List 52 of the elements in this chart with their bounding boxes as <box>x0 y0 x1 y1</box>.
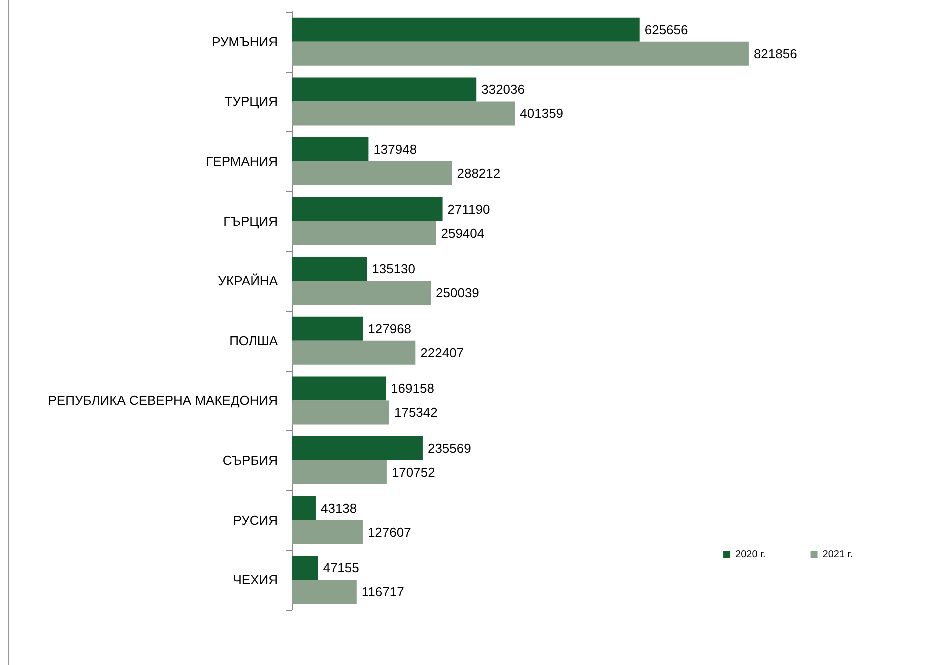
y-tick-label: ГЕРМАНИЯ <box>206 154 278 169</box>
bar <box>292 376 386 401</box>
bar <box>292 42 749 66</box>
bar <box>292 221 436 246</box>
bar <box>292 281 432 306</box>
bar <box>292 78 477 102</box>
data-label: 259404 <box>441 226 485 241</box>
data-label: 271190 <box>448 202 490 217</box>
y-tick-label: РУСИЯ <box>233 512 278 528</box>
bar <box>292 18 640 42</box>
data-label: 332036 <box>482 82 526 98</box>
data-label: 116717 <box>362 584 404 600</box>
data-label: 43138 <box>320 500 358 516</box>
y-tick-label: РЕПУБЛИКА СЕВЕРНА МАКЕДОНИЯ <box>48 393 278 408</box>
data-label: 127968 <box>368 321 412 336</box>
data-label: 127607 <box>368 524 412 540</box>
data-label: 137948 <box>374 142 418 157</box>
data-label: 250039 <box>436 286 480 301</box>
legend-label: 2021 г. <box>822 550 854 560</box>
y-tick-label: ЧЕХИЯ <box>233 572 278 588</box>
data-label: 175342 <box>394 405 438 420</box>
data-label: 235569 <box>428 441 472 456</box>
bar <box>292 556 318 580</box>
bar <box>292 520 363 544</box>
y-tick-label: РУМЪНИЯ <box>212 34 278 50</box>
bar <box>292 138 369 162</box>
data-label: 401359 <box>520 106 564 122</box>
y-tick-label: ПОЛША <box>230 333 278 348</box>
data-label: 288212 <box>457 166 501 181</box>
data-label: 222407 <box>420 345 464 360</box>
bar <box>292 340 416 365</box>
data-label: 170752 <box>392 465 436 480</box>
data-label: 169158 <box>391 381 434 396</box>
bar <box>292 197 443 222</box>
bar <box>292 460 387 484</box>
bar <box>292 102 516 126</box>
bar <box>292 257 368 282</box>
y-tick-label: СЪРБИЯ <box>222 453 278 468</box>
bar <box>292 400 390 425</box>
legend-label: 2020 г. <box>736 550 766 560</box>
bar <box>292 162 452 186</box>
bar <box>292 580 357 604</box>
data-label: 47155 <box>323 560 360 576</box>
bar <box>292 496 316 520</box>
bar <box>292 316 364 341</box>
bar <box>292 436 423 460</box>
y-tick-label: ГЪРЦИЯ <box>224 214 278 229</box>
y-tick-label: УКРАЙНА <box>218 274 278 289</box>
data-label: 135130 <box>372 262 416 277</box>
data-label: 625656 <box>644 22 688 38</box>
data-label: 821856 <box>754 46 798 62</box>
y-tick-label: ТУРЦИЯ <box>224 94 278 110</box>
